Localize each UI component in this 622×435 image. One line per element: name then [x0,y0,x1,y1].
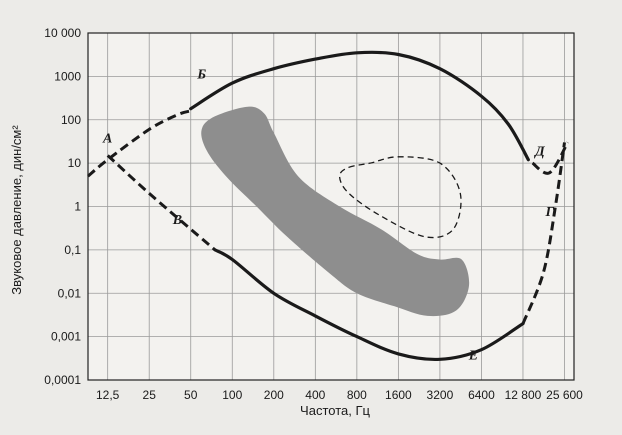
series-1 [87,109,192,178]
x-tick-label-4: 200 [264,388,284,402]
curve-label-0: А [102,131,112,146]
series-6 [338,156,462,239]
tick-labels: 12,5 25 50 100 200 400 800 1600 3200 6400 12 800 25… [44,26,583,402]
series-0 [189,50,530,162]
x-axis-title: Частота, Гц [300,403,370,418]
curve-label-3: Г [544,205,554,220]
series-group [87,50,570,362]
x-tick-label-5: 400 [305,388,325,402]
curve-label-2: В [172,213,182,228]
series-5 [521,142,566,325]
y-axis-title: Звуковое давление, дин/см² [9,125,24,295]
x-tick-label-10: 12 800 [505,388,542,402]
curve-label-5: Е [468,348,478,363]
series-4 [213,248,525,362]
x-tick-label-0: 12,5 [96,388,120,402]
x-tick-label-6: 800 [347,388,367,402]
y-tick-label-6: 100 [61,113,81,127]
x-tick-label-7: 1600 [385,388,412,402]
x-tick-label-2: 50 [184,388,198,402]
y-tick-label-8: 10 000 [44,26,81,40]
y-tick-label-1: 0,001 [51,330,81,344]
y-tick-label-3: 0,1 [64,243,81,257]
x-tick-label-3: 100 [222,388,242,402]
curve-labels: А Б В Г Д Е [102,67,554,363]
x-tick-label-1: 25 [143,388,157,402]
x-tick-label-11: 25 600 [546,388,583,402]
y-tick-label-2: 0,01 [58,286,82,300]
series-2 [531,141,570,175]
curve-label-1: Б [196,67,206,82]
y-tick-label-7: 1000 [54,69,81,83]
curve-label-4: Д [533,144,545,159]
grid [88,32,574,381]
plot-frame [87,32,575,381]
y-tick-label-4: 1 [74,200,81,214]
x-tick-label-9: 6400 [468,388,495,402]
series-3 [106,154,216,252]
y-tick-label-5: 10 [68,156,82,170]
y-tick-label-0: 0,0001 [44,373,81,387]
x-tick-label-8: 3200 [427,388,454,402]
series-7 [201,106,470,317]
